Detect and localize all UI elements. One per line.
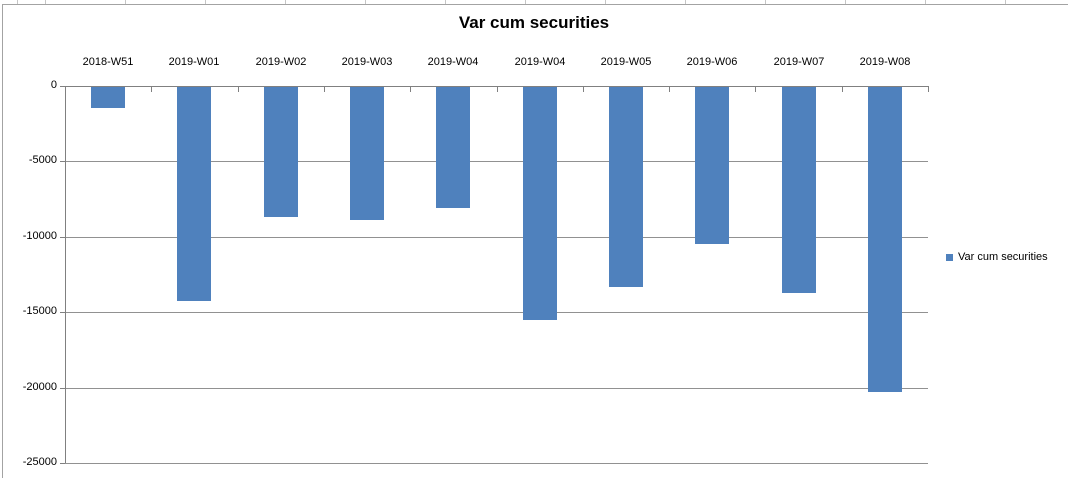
y-axis-label: -5000 — [28, 154, 57, 166]
x-axis-tick — [755, 86, 756, 92]
y-axis-line — [65, 86, 66, 463]
bar-2018-W51-0[interactable] — [91, 87, 125, 108]
x-axis-label: 2019-W01 — [168, 56, 220, 68]
x-axis-tick — [497, 86, 498, 92]
y-axis-tick — [60, 312, 65, 313]
x-axis-label: 2019-W02 — [255, 56, 307, 68]
bar-2019-W06-7[interactable] — [695, 87, 729, 244]
bar-2019-W04-4[interactable] — [436, 87, 470, 208]
y-axis-tick — [60, 463, 65, 464]
x-axis-tick — [669, 86, 670, 92]
x-axis-label: 2019-W04 — [514, 56, 566, 68]
bar-2019-W01-1[interactable] — [177, 87, 211, 301]
x-axis-tick — [151, 86, 152, 92]
x-axis-label: 2019-W03 — [341, 56, 393, 68]
x-axis-tick — [410, 86, 411, 92]
spreadsheet-row-fragment — [0, 0, 1068, 4]
y-axis-label: -20000 — [22, 381, 57, 393]
y-axis-label: 0 — [50, 79, 57, 91]
legend[interactable]: Var cum securities — [946, 251, 1048, 263]
y-axis-label: -25000 — [22, 456, 57, 468]
y-axis-label: -15000 — [22, 305, 57, 317]
chart-title[interactable]: Var cum securities — [458, 13, 610, 32]
x-axis-tick — [842, 86, 843, 92]
bar-2019-W02-2[interactable] — [264, 87, 298, 217]
bar-2019-W08-9[interactable] — [868, 87, 902, 392]
bar-2019-W04-5[interactable] — [523, 87, 557, 320]
bar-2019-W07-8[interactable] — [782, 87, 816, 293]
x-axis-label: 2019-W05 — [600, 56, 652, 68]
legend-swatch-icon — [946, 253, 953, 261]
gridline — [65, 312, 928, 313]
x-axis-tick — [65, 86, 66, 92]
x-axis-tick — [928, 86, 929, 92]
x-axis-label: 2019-W07 — [773, 56, 825, 68]
gridline — [65, 161, 928, 162]
x-axis-label: 2019-W04 — [427, 56, 479, 68]
y-axis-tick — [60, 161, 65, 162]
bar-2019-W05-6[interactable] — [609, 87, 643, 287]
gridline — [65, 463, 928, 464]
gridline — [65, 237, 928, 238]
legend-label: Var cum securities — [958, 251, 1048, 263]
bar-2019-W03-3[interactable] — [350, 87, 384, 220]
x-axis-tick — [324, 86, 325, 92]
x-axis-line — [65, 86, 928, 87]
gridline — [65, 388, 928, 389]
x-axis-label: 2019-W06 — [686, 56, 738, 68]
x-axis-tick — [583, 86, 584, 92]
x-axis-label: 2019-W08 — [859, 56, 911, 68]
x-axis-tick — [238, 86, 239, 92]
y-axis-tick — [60, 86, 65, 87]
y-axis-tick — [60, 388, 65, 389]
x-axis-label: 2018-W51 — [82, 56, 134, 68]
y-axis-label: -10000 — [22, 230, 57, 242]
y-axis-tick — [60, 237, 65, 238]
